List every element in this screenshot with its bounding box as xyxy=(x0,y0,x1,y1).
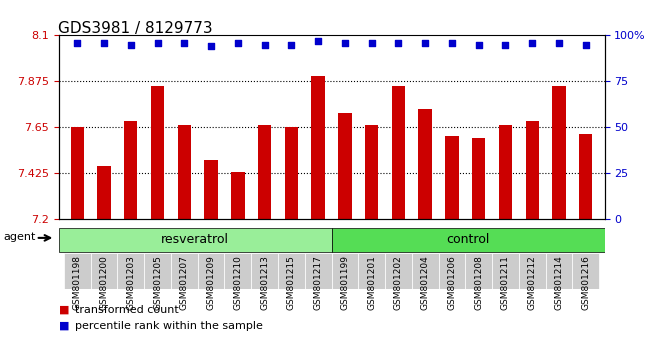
Bar xyxy=(311,76,325,219)
FancyBboxPatch shape xyxy=(118,253,144,289)
Text: GSM801208: GSM801208 xyxy=(474,255,483,310)
Point xyxy=(447,40,457,46)
Text: GSM801207: GSM801207 xyxy=(180,255,188,310)
Point xyxy=(340,40,350,46)
FancyBboxPatch shape xyxy=(519,253,545,289)
FancyBboxPatch shape xyxy=(305,253,332,289)
FancyBboxPatch shape xyxy=(439,253,465,289)
Text: ■: ■ xyxy=(58,321,69,331)
Bar xyxy=(177,125,191,219)
Text: GSM801212: GSM801212 xyxy=(528,255,537,310)
FancyBboxPatch shape xyxy=(492,253,519,289)
Text: GSM801216: GSM801216 xyxy=(581,255,590,310)
Point xyxy=(500,42,511,47)
Point xyxy=(259,42,270,47)
Text: GSM801214: GSM801214 xyxy=(554,255,564,310)
Text: GSM801217: GSM801217 xyxy=(313,255,322,310)
Text: GDS3981 / 8129773: GDS3981 / 8129773 xyxy=(58,21,213,36)
Point xyxy=(233,40,243,46)
Bar xyxy=(204,160,218,219)
Text: GSM801203: GSM801203 xyxy=(126,255,135,310)
Text: transformed count: transformed count xyxy=(75,305,179,315)
Point xyxy=(125,42,136,47)
FancyBboxPatch shape xyxy=(545,253,573,289)
Bar xyxy=(472,138,486,219)
Bar xyxy=(552,86,566,219)
FancyBboxPatch shape xyxy=(412,253,439,289)
Point xyxy=(420,40,430,46)
Text: resveratrol: resveratrol xyxy=(161,233,229,246)
Text: GSM801204: GSM801204 xyxy=(421,255,430,310)
Bar xyxy=(526,121,539,219)
Text: GSM801201: GSM801201 xyxy=(367,255,376,310)
Point xyxy=(72,40,83,46)
Text: GSM801210: GSM801210 xyxy=(233,255,242,310)
Bar xyxy=(231,172,244,219)
Text: control: control xyxy=(447,233,489,246)
Text: GSM801211: GSM801211 xyxy=(501,255,510,310)
Text: GSM801215: GSM801215 xyxy=(287,255,296,310)
FancyBboxPatch shape xyxy=(198,253,224,289)
Point xyxy=(206,44,216,49)
Point xyxy=(580,42,591,47)
FancyBboxPatch shape xyxy=(224,253,251,289)
FancyBboxPatch shape xyxy=(358,253,385,289)
FancyBboxPatch shape xyxy=(332,228,604,252)
Point xyxy=(179,40,190,46)
Bar xyxy=(419,109,432,219)
Bar xyxy=(499,125,512,219)
Point xyxy=(286,42,296,47)
Bar xyxy=(151,86,164,219)
FancyBboxPatch shape xyxy=(385,253,412,289)
Point xyxy=(367,40,377,46)
FancyBboxPatch shape xyxy=(58,228,332,252)
Bar xyxy=(124,121,137,219)
Bar xyxy=(392,86,405,219)
Text: GSM801202: GSM801202 xyxy=(394,255,403,310)
Text: GSM801209: GSM801209 xyxy=(207,255,216,310)
Point xyxy=(313,38,323,44)
Bar xyxy=(98,166,111,219)
Bar xyxy=(579,133,592,219)
Bar xyxy=(338,113,352,219)
FancyBboxPatch shape xyxy=(573,253,599,289)
FancyBboxPatch shape xyxy=(64,253,90,289)
Point xyxy=(527,40,538,46)
Text: GSM801200: GSM801200 xyxy=(99,255,109,310)
Text: agent: agent xyxy=(3,232,36,242)
FancyBboxPatch shape xyxy=(144,253,171,289)
Point xyxy=(152,40,162,46)
Point xyxy=(393,40,404,46)
FancyBboxPatch shape xyxy=(465,253,492,289)
Bar xyxy=(285,127,298,219)
FancyBboxPatch shape xyxy=(171,253,198,289)
Text: ■: ■ xyxy=(58,305,69,315)
Text: GSM801206: GSM801206 xyxy=(447,255,456,310)
Text: GSM801198: GSM801198 xyxy=(73,255,82,310)
Text: GSM801205: GSM801205 xyxy=(153,255,162,310)
Bar xyxy=(258,125,271,219)
Bar xyxy=(445,136,459,219)
Point xyxy=(99,40,109,46)
FancyBboxPatch shape xyxy=(332,253,358,289)
Point xyxy=(473,42,484,47)
FancyBboxPatch shape xyxy=(251,253,278,289)
FancyBboxPatch shape xyxy=(90,253,118,289)
FancyBboxPatch shape xyxy=(278,253,305,289)
Bar xyxy=(365,125,378,219)
Bar xyxy=(71,127,84,219)
Point xyxy=(554,40,564,46)
Text: GSM801199: GSM801199 xyxy=(341,255,350,310)
Text: GSM801213: GSM801213 xyxy=(260,255,269,310)
Text: percentile rank within the sample: percentile rank within the sample xyxy=(75,321,263,331)
